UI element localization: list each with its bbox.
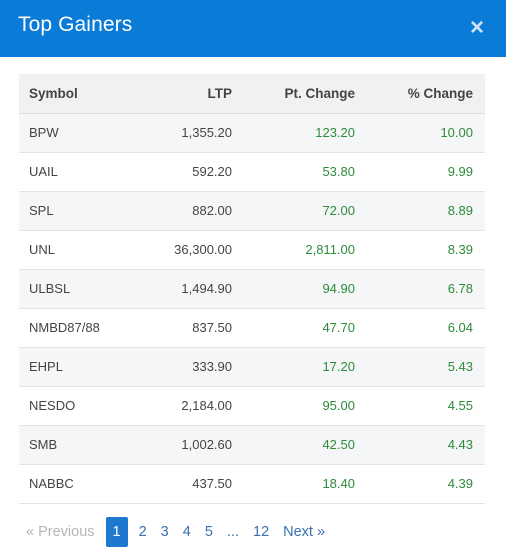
page-link-5[interactable]: 5 [204, 524, 213, 540]
cell-ltp: 882.00 [139, 191, 239, 231]
cell-pt-change: 123.20 [239, 113, 362, 153]
cell-ltp: 1,002.60 [139, 425, 239, 465]
page-link-12[interactable]: 12 [253, 524, 270, 540]
cell-ltp: 2,184.00 [139, 386, 239, 426]
cell-ltp: 36,300.00 [139, 230, 239, 270]
table-row[interactable]: UAIL 592.20 53.80 9.99 [19, 152, 485, 192]
modal-header: Top Gainers × [0, 0, 506, 57]
previous-page-link: « Previous [26, 524, 95, 540]
column-header-symbol[interactable]: Symbol [19, 74, 139, 114]
cell-pt-change: 17.20 [239, 347, 362, 387]
page-link-2[interactable]: 2 [138, 524, 147, 540]
cell-pct-change: 4.55 [362, 386, 485, 426]
cell-ltp: 592.20 [139, 152, 239, 192]
table-row[interactable]: NESDO 2,184.00 95.00 4.55 [19, 386, 485, 426]
cell-symbol[interactable]: BPW [19, 113, 139, 153]
cell-symbol[interactable]: ULBSL [19, 269, 139, 309]
cell-symbol[interactable]: SMB [19, 425, 139, 465]
cell-pct-change: 9.99 [362, 152, 485, 192]
cell-pct-change: 4.43 [362, 425, 485, 465]
cell-pt-change: 2,811.00 [239, 230, 362, 270]
cell-symbol[interactable]: UAIL [19, 152, 139, 192]
cell-symbol[interactable]: NESDO [19, 386, 139, 426]
cell-symbol[interactable]: NABBC [19, 464, 139, 504]
gainers-table: Symbol LTP Pt. Change % Change BPW 1,355.… [19, 74, 485, 504]
cell-pt-change: 47.70 [239, 308, 362, 348]
cell-symbol[interactable]: NMBD87/88 [19, 308, 139, 348]
column-header-pt-change[interactable]: Pt. Change [239, 74, 362, 114]
table-header: Symbol LTP Pt. Change % Change [19, 74, 485, 114]
table-row[interactable]: ULBSL 1,494.90 94.90 6.78 [19, 269, 485, 309]
cell-pt-change: 18.40 [239, 464, 362, 504]
cell-pt-change: 94.90 [239, 269, 362, 309]
cell-ltp: 1,494.90 [139, 269, 239, 309]
gainers-table-container: Symbol LTP Pt. Change % Change BPW 1,355.… [19, 74, 485, 504]
next-page-link[interactable]: Next » [283, 524, 326, 540]
table-header-row: Symbol LTP Pt. Change % Change [19, 74, 485, 114]
cell-pct-change: 8.39 [362, 230, 485, 270]
table-row[interactable]: EHPL 333.90 17.20 5.43 [19, 347, 485, 387]
table-row[interactable]: SPL 882.00 72.00 8.89 [19, 191, 485, 231]
cell-ltp: 837.50 [139, 308, 239, 348]
table-row[interactable]: BPW 1,355.20 123.20 10.00 [19, 113, 485, 153]
pagination: « Previous 1 2 3 4 5... 12 Next » [19, 517, 332, 547]
cell-pct-change: 4.39 [362, 464, 485, 504]
table-row[interactable]: NMBD87/88 837.50 47.70 6.04 [19, 308, 485, 348]
table-row[interactable]: SMB 1,002.60 42.50 4.43 [19, 425, 485, 465]
cell-pct-change: 6.78 [362, 269, 485, 309]
cell-pt-change: 95.00 [239, 386, 362, 426]
cell-pt-change: 72.00 [239, 191, 362, 231]
cell-ltp: 1,355.20 [139, 113, 239, 153]
cell-pt-change: 42.50 [239, 425, 362, 465]
cell-symbol[interactable]: EHPL [19, 347, 139, 387]
cell-pct-change: 5.43 [362, 347, 485, 387]
cell-ltp: 333.90 [139, 347, 239, 387]
page-link-1[interactable]: 1 [105, 517, 128, 547]
cell-pct-change: 8.89 [362, 191, 485, 231]
table-body: BPW 1,355.20 123.20 10.00 UAIL 592.20 53.80 9.9… [19, 113, 485, 504]
cell-pt-change: 53.80 [239, 152, 362, 192]
cell-symbol[interactable]: UNL [19, 230, 139, 270]
cell-pct-change: 6.04 [362, 308, 485, 348]
cell-ltp: 437.50 [139, 464, 239, 504]
table-row[interactable]: NABBC 437.50 18.40 4.39 [19, 464, 485, 504]
table-row[interactable]: UNL 36,300.00 2,811.00 8.39 [19, 230, 485, 270]
page-link-3[interactable]: 3 [160, 524, 169, 540]
cell-symbol[interactable]: SPL [19, 191, 139, 231]
close-icon[interactable]: × [469, 14, 484, 41]
column-header-pct-change[interactable]: % Change [362, 74, 485, 114]
cell-pct-change: 10.00 [362, 113, 485, 153]
page-link-4[interactable]: 4 [182, 524, 191, 540]
pagination-ellipsis: ... [226, 524, 239, 540]
modal-title: Top Gainers [18, 13, 133, 36]
column-header-ltp[interactable]: LTP [139, 74, 239, 114]
